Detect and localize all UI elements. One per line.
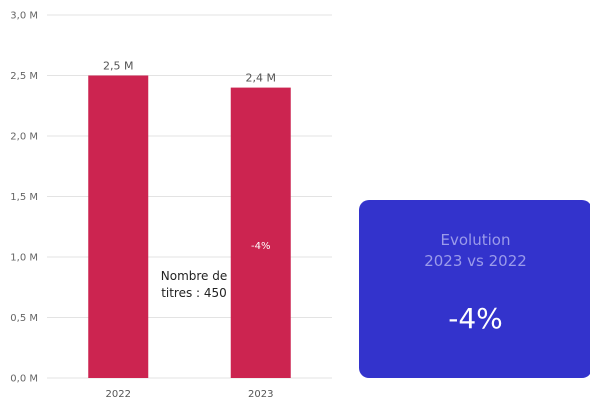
x-tick-label: 2023 <box>248 389 273 400</box>
y-tick-label: 1,0 M <box>10 253 38 264</box>
y-tick-label: 2,0 M <box>10 132 38 143</box>
bar-chart: 0,0 M 0,5 M 1,0 M 1,5 M 2,0 M 2,5 M 3,0 M 2,5 M… <box>10 11 332 400</box>
kpi-title: Evolution 2023 vs 2022 <box>359 230 590 272</box>
annotation-line-1: Nombre de <box>160 269 228 283</box>
y-tick-label: 3,0 M <box>10 11 38 22</box>
data-label: 2,5 M <box>103 60 133 73</box>
y-tick-label: 1,5 M <box>10 192 38 203</box>
bar <box>88 75 149 378</box>
bar <box>230 87 291 378</box>
x-tick-label: 2022 <box>106 389 131 400</box>
y-tick-label: 0,0 M <box>10 374 38 385</box>
kpi-title-line-1: Evolution <box>440 231 511 249</box>
kpi-title-line-2: 2023 vs 2022 <box>424 252 527 270</box>
data-label: 2,4 M <box>246 72 276 85</box>
y-tick-label: 0,5 M <box>10 313 38 324</box>
title-count-annotation: Nombre de titres : 450 <box>154 268 234 302</box>
y-tick-label: 2,5 M <box>10 71 38 82</box>
evolution-kpi-card: Evolution 2023 vs 2022 -4% <box>359 200 590 378</box>
bar-annotation: -4% <box>251 241 270 252</box>
annotation-line-2: titres : 450 <box>161 286 227 300</box>
kpi-value: -4% <box>448 302 503 335</box>
